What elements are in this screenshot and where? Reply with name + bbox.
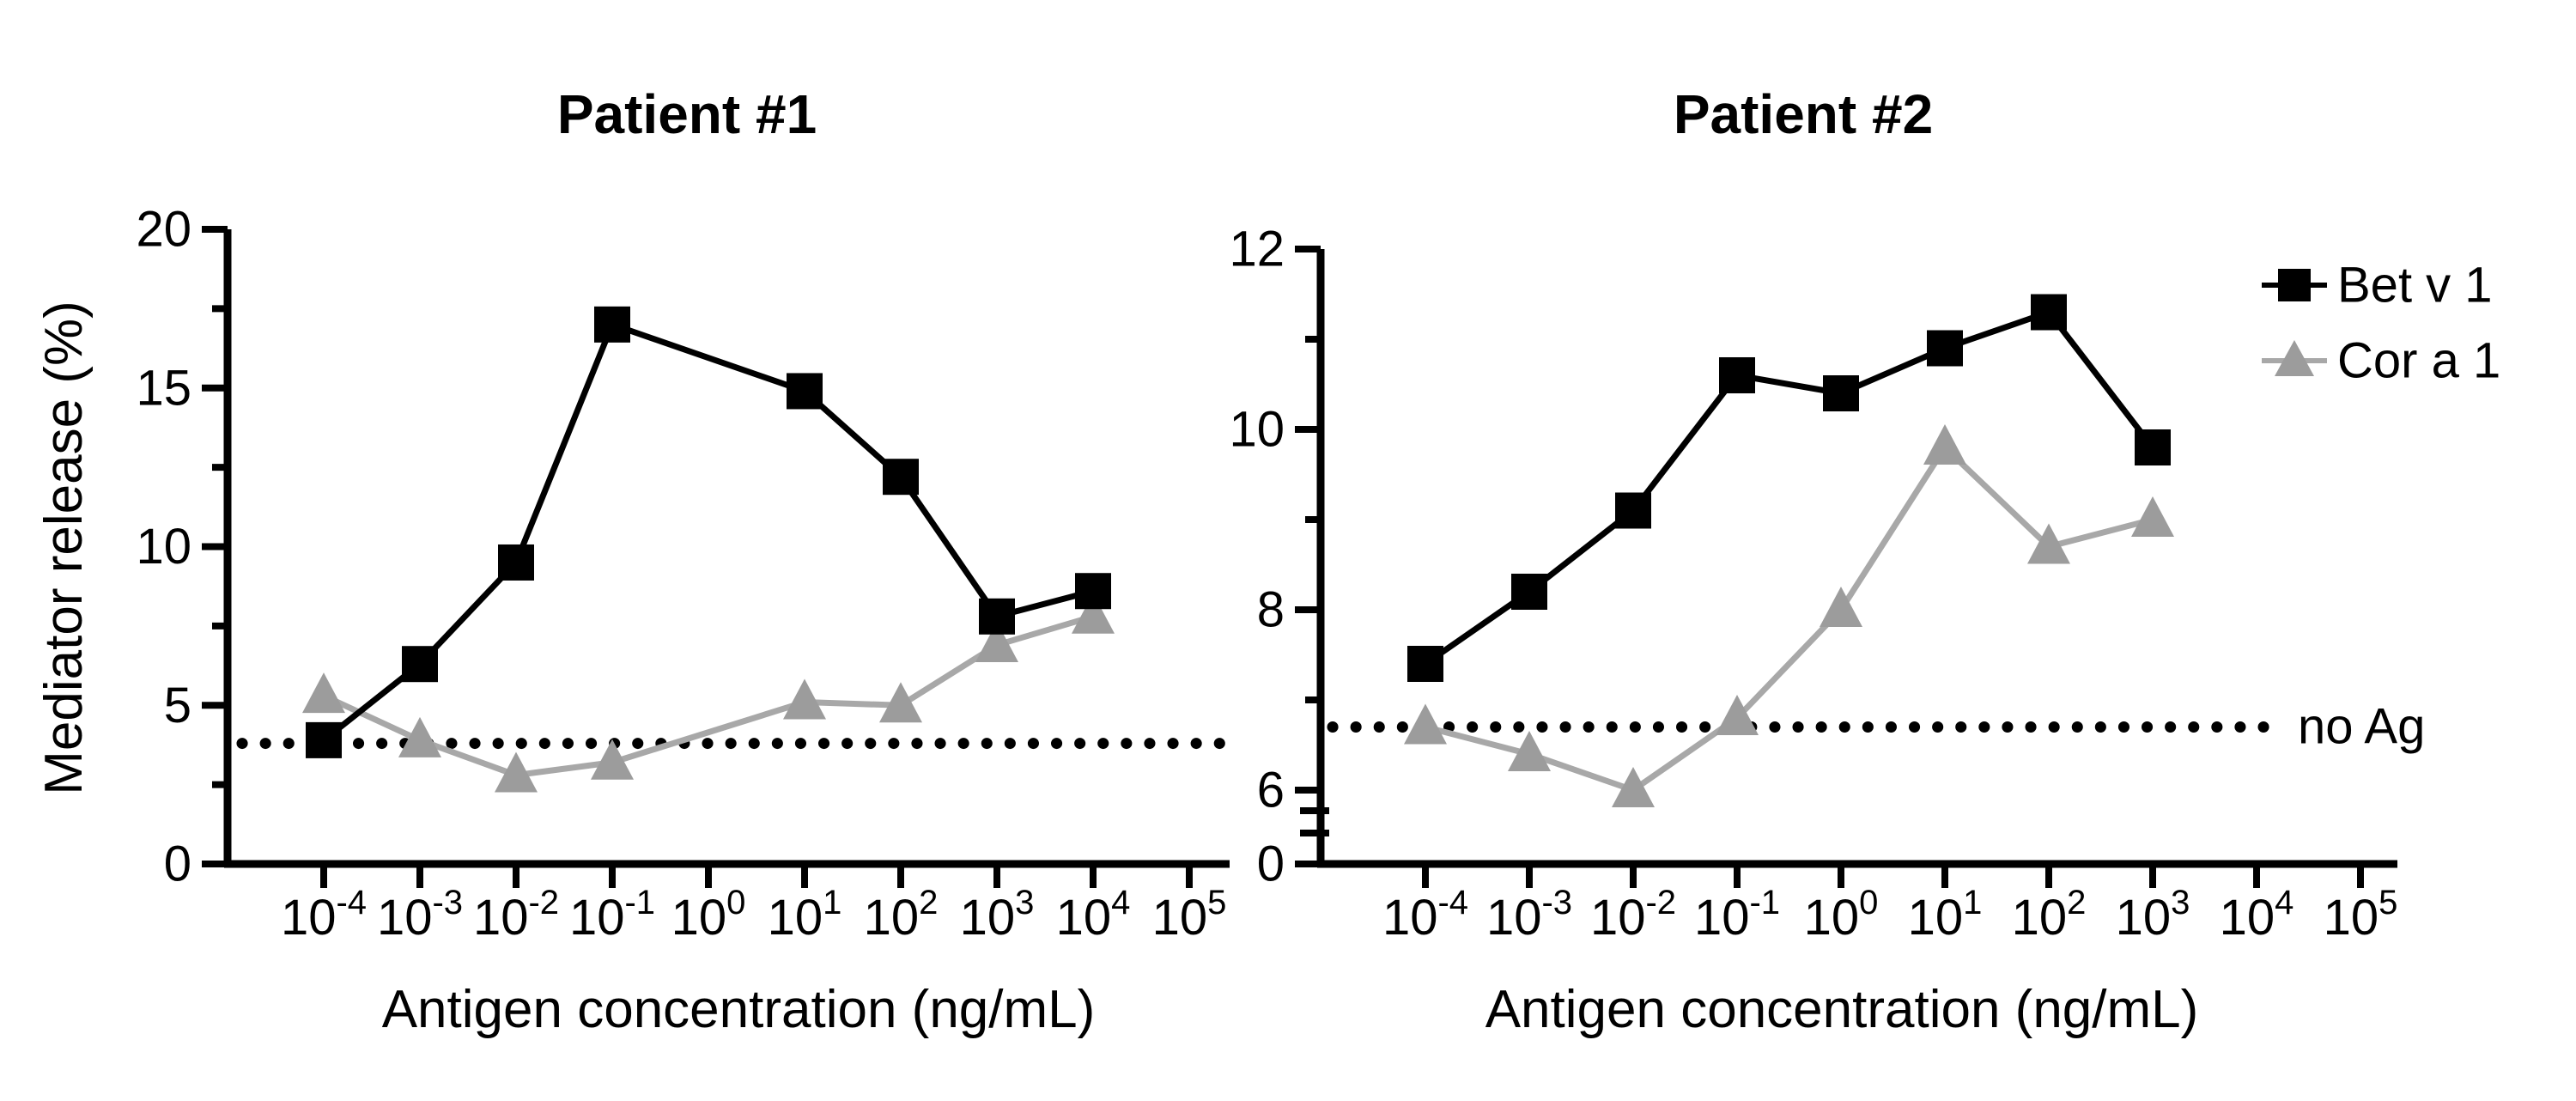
- x-axis-label: Antigen concentration (ng/mL): [382, 980, 1096, 1039]
- x-tick-label: 10-2: [1590, 884, 1676, 946]
- data-point-marker: [883, 459, 919, 496]
- x-tick-label: 10-3: [1486, 884, 1572, 946]
- y-tick-label: 0: [1257, 836, 1285, 892]
- chart-patient-1: 0 5 10 15 20 10-4 10-3 10-2 10-1 100 101 102 103 104 1…: [136, 83, 1239, 1039]
- legend-item-label: Cor a 1: [2337, 333, 2500, 389]
- data-point-marker: [2131, 496, 2174, 537]
- series-bet-v-1: [306, 306, 1111, 758]
- chart-title: Patient #1: [557, 83, 817, 145]
- data-point-marker: [402, 646, 438, 683]
- y-tick-label: 8: [1257, 582, 1285, 638]
- data-point-marker: [1404, 703, 1447, 745]
- data-point-marker: [495, 751, 538, 793]
- data-point-marker: [1511, 574, 1547, 610]
- series-line: [321, 320, 1094, 743]
- data-point-marker: [591, 739, 634, 780]
- y-tick-label: 15: [136, 360, 191, 416]
- series-cor-a-1: [302, 593, 1115, 793]
- x-tick-label: 100: [671, 884, 746, 946]
- x-tick-label: 100: [1804, 884, 1879, 946]
- legend-item-label: Bet v 1: [2337, 258, 2493, 313]
- data-point-marker: [1075, 573, 1111, 610]
- data-point-marker: [302, 672, 345, 714]
- data-point-marker: [1820, 587, 1862, 627]
- chart-patient-2: 0 6 8 10 12 10-4 10-3 10-2 10-1 100 101 102 103 104 10…: [1229, 83, 2425, 1039]
- x-tick-label: 10-2: [473, 884, 559, 946]
- data-point-marker: [1072, 593, 1115, 634]
- y-tick-label: 10: [136, 519, 191, 575]
- y-tick-label: 0: [164, 836, 191, 892]
- legend: Bet v 1 Cor a 1: [2262, 258, 2500, 389]
- data-point-marker: [787, 373, 823, 410]
- data-point-marker: [1823, 375, 1859, 411]
- y-axis-label: Mediator release (%): [34, 301, 94, 794]
- data-point-marker: [1612, 767, 1655, 807]
- data-point-marker: [1615, 492, 1651, 529]
- data-point-marker: [1407, 646, 1443, 682]
- x-tick-label: 105: [1152, 884, 1227, 946]
- x-tick-label: 105: [2324, 884, 2398, 946]
- legend-square-marker-icon: [2278, 269, 2311, 301]
- series-line: [1424, 308, 2155, 666]
- y-tick-label: 5: [164, 678, 191, 733]
- series-cor-a-1: [1404, 424, 2174, 807]
- x-tick-label: 104: [2220, 884, 2294, 946]
- data-point-marker: [975, 622, 1018, 663]
- data-point-marker: [879, 682, 922, 723]
- data-point-marker: [1716, 695, 1759, 735]
- x-tick-label: 10-4: [1382, 884, 1468, 946]
- data-point-marker: [1508, 731, 1551, 771]
- data-point-marker: [2135, 429, 2171, 465]
- data-point-marker: [979, 598, 1015, 635]
- data-point-marker: [2027, 523, 2070, 564]
- data-point-marker: [306, 721, 342, 758]
- y-tick-label: 6: [1257, 763, 1285, 818]
- y-tick-label: 10: [1229, 402, 1285, 458]
- data-point-marker: [594, 306, 630, 343]
- x-tick-label: 10-4: [281, 884, 367, 946]
- x-tick-label: 102: [864, 884, 939, 946]
- data-point-marker: [498, 544, 534, 581]
- x-tick-label: 101: [1908, 884, 1983, 946]
- data-point-marker: [398, 716, 441, 757]
- x-tick-label: 104: [1056, 884, 1131, 946]
- x-tick-label: 10-1: [1694, 884, 1780, 946]
- data-point-marker: [783, 678, 826, 720]
- x-tick-label: 101: [768, 884, 842, 946]
- y-tick-label: 20: [136, 202, 191, 258]
- legend-triangle-marker-icon: [2275, 340, 2314, 376]
- y-tick-label: 12: [1229, 222, 1285, 277]
- data-point-marker: [1719, 357, 1755, 393]
- data-point-marker: [1927, 330, 1963, 367]
- data-point-marker: [2031, 294, 2067, 331]
- x-axis-label: Antigen concentration (ng/mL): [1485, 980, 2199, 1039]
- x-tick-label: 10-3: [377, 884, 463, 946]
- x-tick-label: 102: [2012, 884, 2087, 946]
- series-bet-v-1: [1407, 294, 2171, 682]
- x-tick-label: 103: [960, 884, 1035, 946]
- x-tick-label: 103: [2116, 884, 2190, 946]
- chart-title: Patient #2: [1674, 83, 1933, 145]
- series-line: [1425, 442, 2154, 794]
- x-tick-label: 10-1: [569, 884, 655, 946]
- data-point-marker: [1923, 424, 1966, 465]
- no-ag-label: no Ag: [2298, 699, 2425, 755]
